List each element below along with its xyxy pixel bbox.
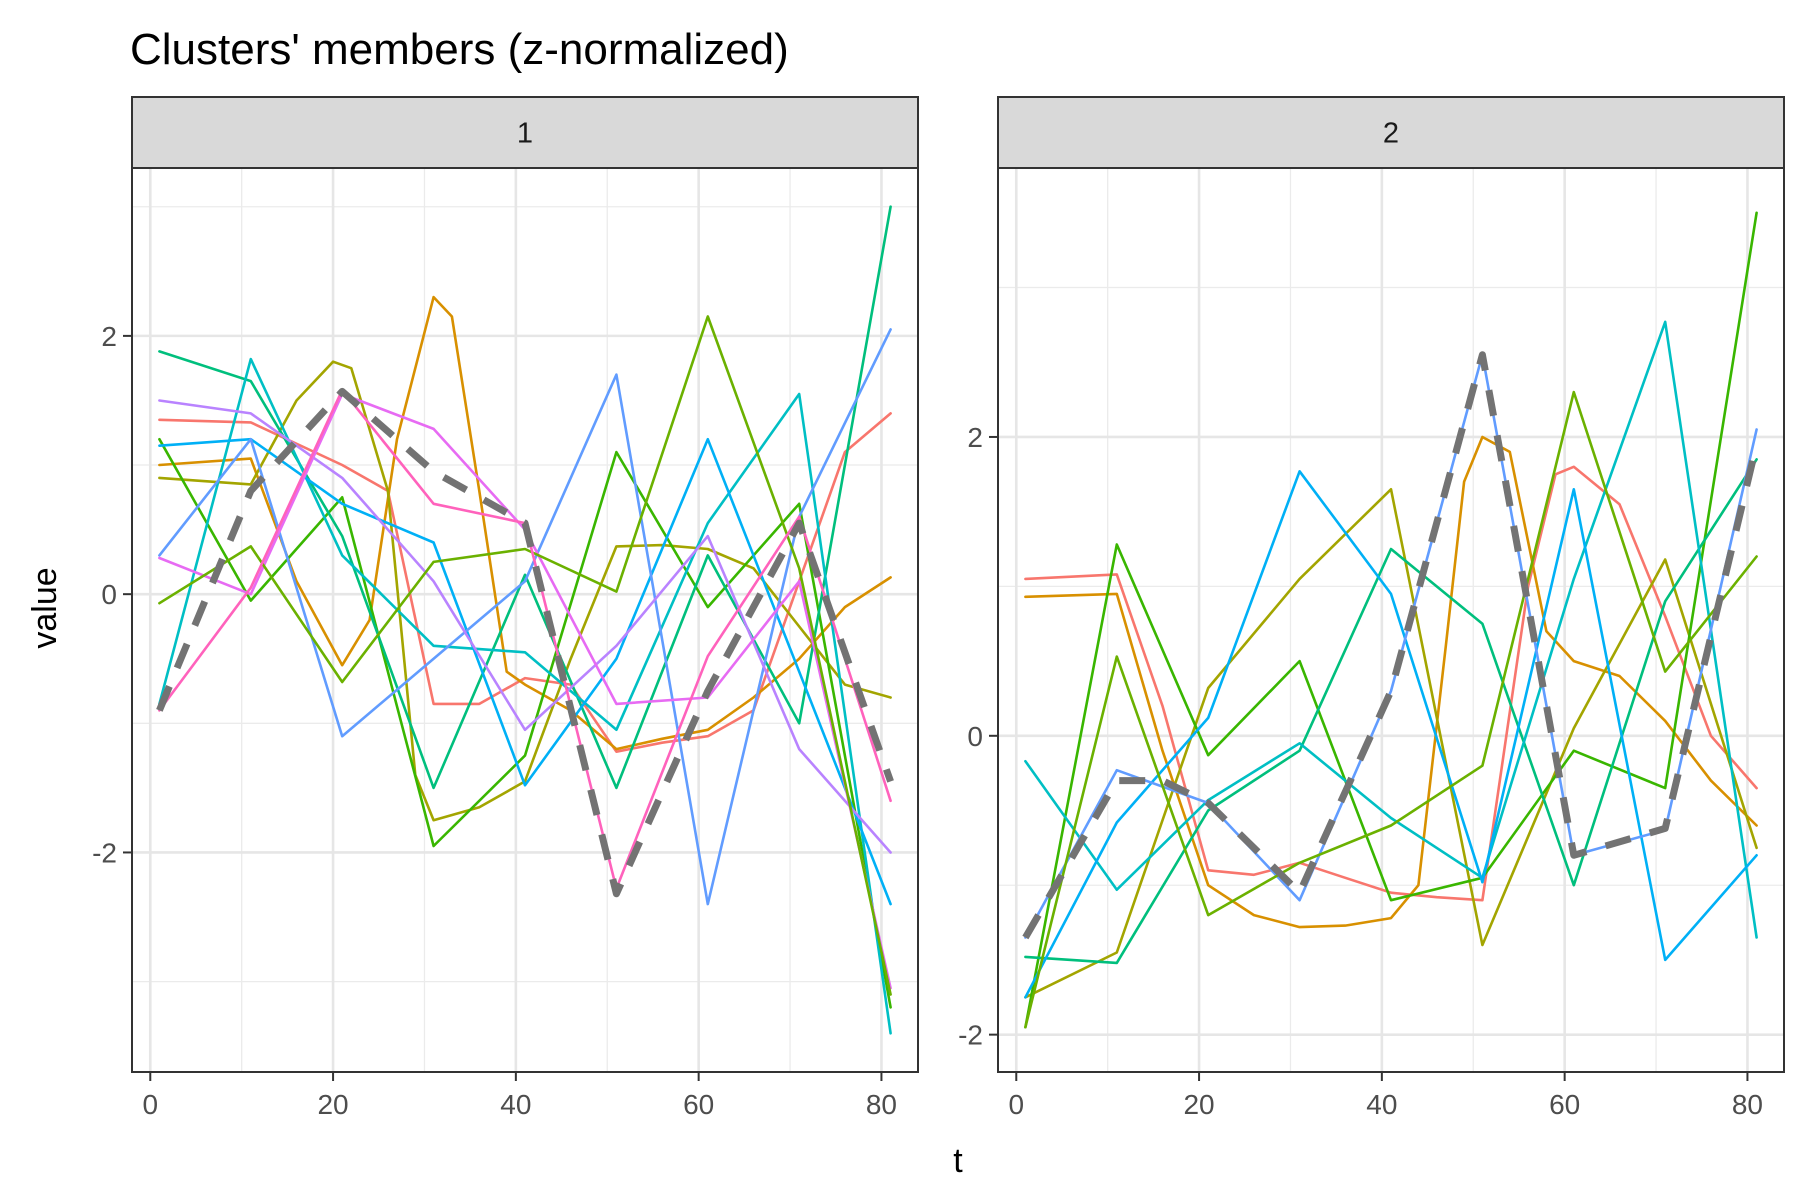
facet-strip-label: 2 [1383, 118, 1399, 150]
x-tick-label: 0 [142, 1089, 158, 1120]
series-line-11 [158, 315, 892, 996]
x-tick-label: 80 [866, 1089, 897, 1120]
centroid-line [1022, 351, 1761, 940]
panel-background [998, 168, 1784, 1072]
panel-1: 1 0 20 40 60 80 -2 0 2 [92, 96, 919, 1120]
series-line-4 [158, 437, 892, 1009]
facet-strip-label: 1 [517, 118, 533, 150]
facet-strip [131, 96, 919, 169]
series-line-7 [1024, 470, 1758, 999]
x-tick-label: 20 [317, 1089, 348, 1120]
series-line-8 [158, 328, 892, 906]
series-line-6 [1024, 320, 1758, 939]
y-tick-label: 0 [967, 721, 983, 752]
series-line-9 [158, 399, 892, 854]
series-line-5 [158, 205, 892, 790]
series-line-2 [1024, 435, 1758, 929]
series-line-4 [1024, 211, 1758, 1029]
series-group [156, 205, 894, 1035]
x-tick-label: 40 [1366, 1089, 1397, 1120]
series-line-9 [1024, 390, 1758, 1029]
series-line-5 [1024, 458, 1758, 965]
x-tick-label: 60 [683, 1089, 714, 1120]
y-tick-label: 2 [101, 321, 117, 352]
x-axis-title: t [953, 1142, 963, 1180]
y-tick-label: -2 [958, 1020, 983, 1051]
series-line-8 [1024, 353, 1758, 939]
x-tick-label: 60 [1549, 1089, 1580, 1120]
series-line-2 [158, 295, 892, 751]
chart-title: Clusters' members (z-normalized) [130, 25, 789, 74]
x-tick-label: 80 [1732, 1089, 1763, 1120]
series-line-3 [1024, 488, 1758, 999]
y-tick-label: 0 [101, 579, 117, 610]
panel-background [132, 168, 918, 1072]
x-tick-label: 0 [1008, 1089, 1024, 1120]
y-axis-title: value [26, 567, 64, 648]
panel-2: 20 20 40 60 80-202 [958, 96, 1785, 1120]
facet-strip [997, 96, 1785, 169]
y-tick-label: 2 [967, 422, 983, 453]
x-tick-label: 40 [500, 1089, 531, 1120]
series-group [1022, 211, 1761, 1029]
y-tick-label: -2 [92, 837, 117, 868]
x-tick-label: 20 [1183, 1089, 1214, 1120]
series-line-6 [158, 357, 892, 1035]
centroid-line [156, 387, 894, 898]
